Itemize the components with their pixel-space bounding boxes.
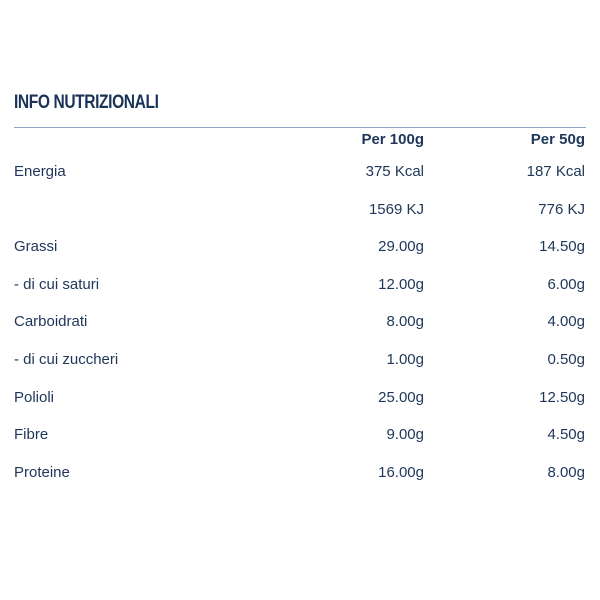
row-label: Energia	[14, 163, 66, 180]
table-row: Fibre 9.00g 4.50g	[14, 426, 586, 448]
header-per-50g: Per 50g	[530, 131, 585, 148]
table-row: 1569 KJ 776 KJ	[14, 201, 586, 223]
value-per-100g: 29.00g	[378, 238, 424, 256]
value-per-50g: 4.00g	[547, 313, 585, 331]
table-row: Carboidrati 8.00g 4.00g	[14, 313, 586, 335]
table-row: Grassi 29.00g 14.50g	[14, 238, 586, 260]
value-per-50g: 12.50g	[539, 388, 585, 406]
table-row: Proteine 16.00g 8.00g	[14, 464, 586, 486]
value-per-100g: 16.00g	[378, 463, 424, 481]
value-per-100g: 1569 KJ	[368, 200, 424, 218]
value-per-100g: 12.00g	[378, 275, 424, 293]
section-title: INFO NUTRIZIONALI	[14, 92, 159, 113]
table-row: Polioli 25.00g 12.50g	[14, 389, 586, 411]
table-row: Energia 375 Kcal 187 Kcal	[14, 163, 586, 185]
value-per-50g: 187 Kcal	[526, 163, 585, 180]
row-label: Proteine	[14, 463, 70, 481]
value-per-100g: 9.00g	[386, 426, 424, 444]
value-per-50g: 0.50g	[547, 351, 585, 368]
value-per-50g: 4.50g	[547, 426, 585, 444]
header-per-100g: Per 100g	[361, 131, 424, 148]
value-per-100g: 25.00g	[378, 388, 424, 406]
row-label: Grassi	[14, 238, 58, 256]
table-header: Per 100g Per 50g	[14, 131, 586, 153]
row-label: Fibre	[14, 426, 49, 444]
row-label: Carboidrati	[14, 313, 88, 331]
value-per-100g: 375 Kcal	[365, 163, 424, 180]
row-label: - di cui zuccheri	[14, 351, 119, 368]
divider	[14, 127, 586, 128]
table-row: - di cui saturi 12.00g 6.00g	[14, 276, 586, 298]
value-per-50g: 8.00g	[547, 463, 585, 481]
value-per-50g: 776 KJ	[538, 200, 585, 218]
table-row: - di cui zuccheri 1.00g 0.50g	[14, 351, 586, 373]
value-per-50g: 14.50g	[539, 238, 585, 256]
value-per-100g: 1.00g	[386, 351, 424, 368]
value-per-50g: 6.00g	[547, 275, 585, 293]
value-per-100g: 8.00g	[386, 313, 424, 331]
row-label: - di cui saturi	[14, 275, 100, 293]
row-label: Polioli	[14, 388, 55, 406]
